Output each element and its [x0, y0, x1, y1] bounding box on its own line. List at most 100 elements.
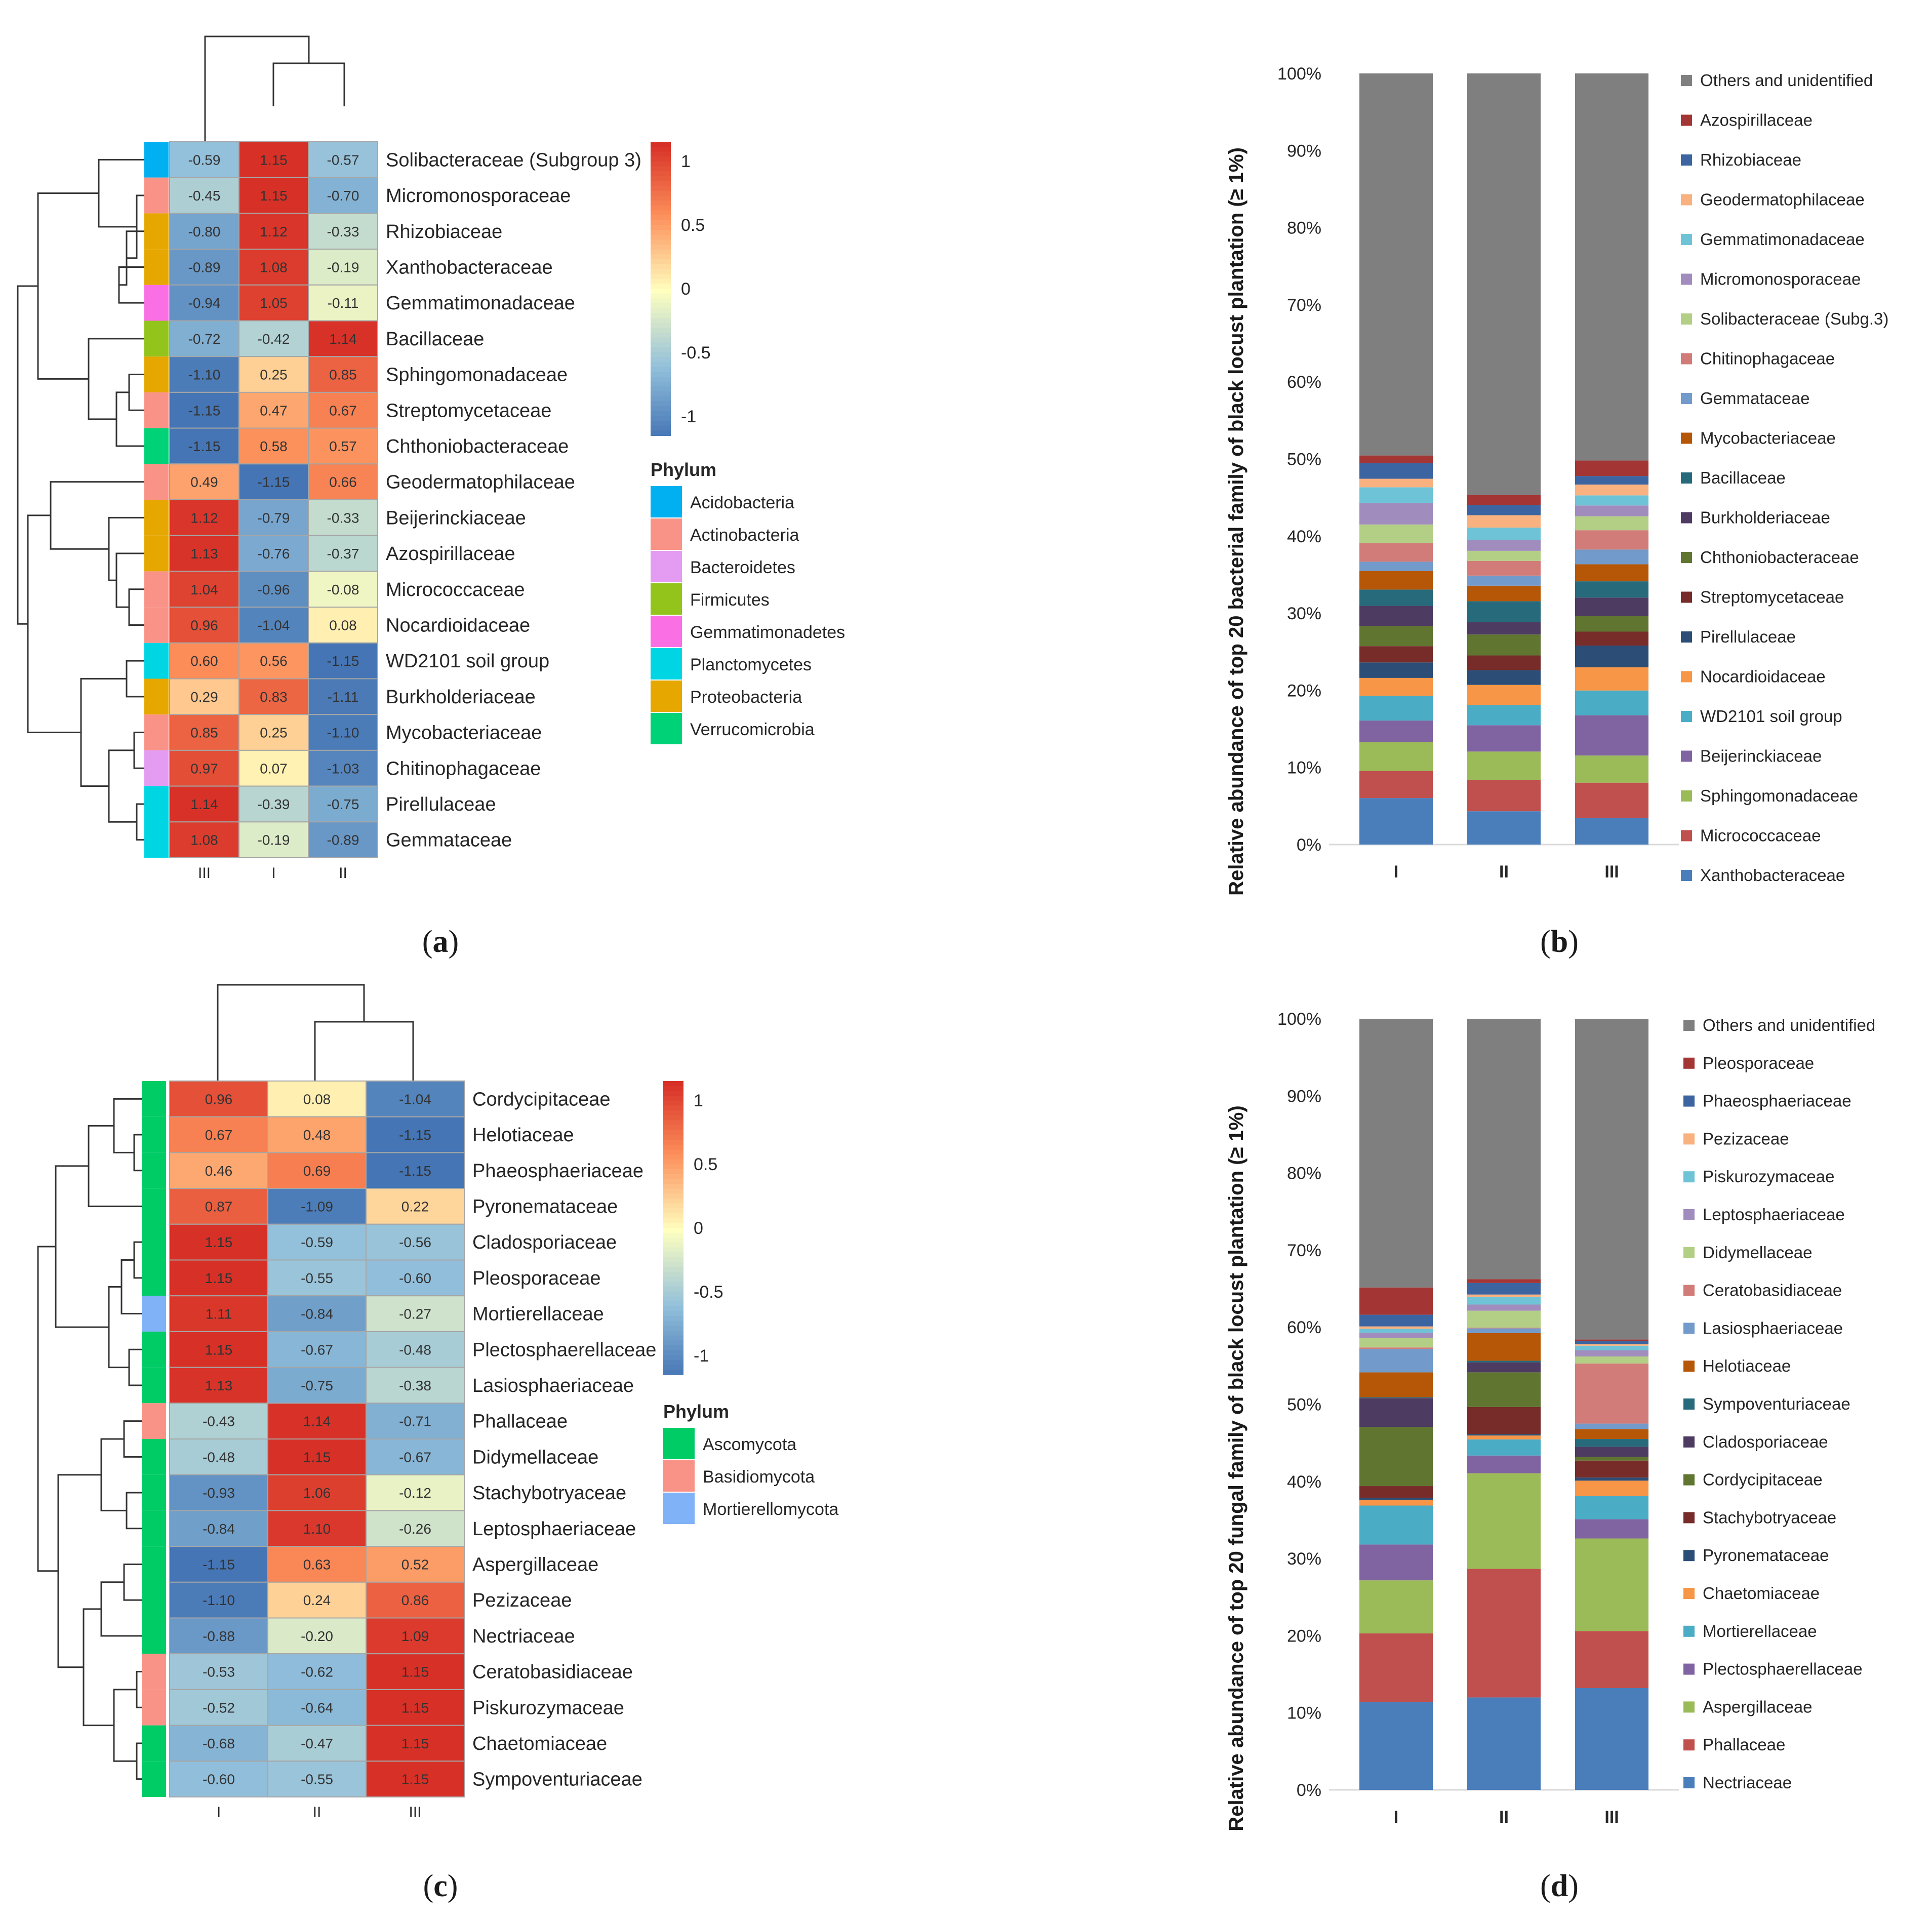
bar-segment-ceratobasidiaceae	[1467, 1328, 1541, 1329]
y-axis-title: Relative abundance of top 20 bacterial f…	[1225, 147, 1247, 896]
row-label-geodermatophilaceae: Geodermatophilaceae	[386, 472, 575, 493]
legend-swatch-sympoventuriaceae	[1683, 1398, 1695, 1410]
heatmap-cell	[366, 1259, 465, 1297]
cell-value: 0.07	[260, 761, 288, 776]
color-scale-step	[663, 1370, 683, 1375]
legend-swatch-micrococcaceae	[1681, 830, 1692, 842]
cell-value: 1.08	[190, 832, 218, 848]
cell-value: -0.67	[399, 1449, 431, 1465]
legend-label-azospirillaceae: Azospirillaceae	[1700, 111, 1813, 130]
dendrogram-branch	[115, 552, 144, 608]
cell-value: 1.08	[260, 259, 288, 275]
legend-swatch-pezizaceae	[1683, 1133, 1695, 1145]
phylum-swatch-firmicutes	[144, 321, 169, 357]
legend-swatch-xanthobacteraceae	[1681, 870, 1692, 881]
cell-value: -0.47	[301, 1736, 333, 1751]
row-label-mortierellaceae: Mortierellaceae	[472, 1304, 604, 1325]
bar-segment-pirellulaceae	[1575, 646, 1648, 667]
row-label-didymellaceae: Didymellaceae	[472, 1447, 598, 1468]
heatmap-cell	[308, 391, 378, 429]
x-axis-labels: I II III	[1394, 1808, 1619, 1827]
phylum-legend: Phylum Acidobacteria Actinobacteria Bactero…	[651, 459, 845, 744]
cell-value: -0.33	[327, 224, 359, 239]
cell-value: -0.48	[399, 1342, 431, 1357]
cell-value: 0.87	[205, 1198, 233, 1214]
cell-value: -0.75	[301, 1378, 333, 1393]
legend-swatch-cladosporiaceae	[1683, 1436, 1695, 1448]
bar-segment-sphingomonadaceae	[1359, 742, 1433, 771]
cell-value: 1.15	[205, 1270, 233, 1286]
color-scale-step	[651, 254, 671, 260]
color-scale-step	[663, 1360, 683, 1366]
color-scale-step	[663, 1326, 683, 1331]
legend-swatch-stachybotryaceae	[1683, 1512, 1695, 1524]
dendrogram-branch	[27, 514, 81, 734]
heatmap-cell	[238, 749, 309, 787]
phylum-swatch-mortierellomycota	[142, 1296, 166, 1332]
stacked-bars	[1359, 73, 1648, 845]
bar-segment-piskurozymaceae	[1359, 1329, 1433, 1333]
row-label-nectriaceae: Nectriaceae	[472, 1626, 575, 1647]
cell-value: 1.15	[401, 1736, 429, 1751]
series-legend: Others and unidentified Pleosporaceae Phae…	[1683, 1016, 1875, 1792]
cell-value: 0.56	[260, 653, 288, 669]
row-label-phaeosphaeriaceae: Phaeosphaeriaceae	[472, 1161, 643, 1182]
row-label-xanthobacteraceae: Xanthobacteraceae	[386, 257, 553, 278]
bar-segment-lasiosphaeriaceae	[1467, 1328, 1541, 1333]
bar-segment-sympoventuriaceae	[1359, 1397, 1433, 1398]
cell-value: -1.15	[188, 403, 221, 418]
legend-label-basidiomycota: Basidiomycota	[703, 1467, 815, 1487]
color-scale-step	[651, 313, 671, 318]
heatmap-cell	[169, 1689, 268, 1726]
heatmap-cell	[267, 1725, 367, 1762]
legend-swatch-burkholderiaceae	[1681, 512, 1692, 524]
bar-segment-streptomycetaceae	[1467, 655, 1541, 670]
phylum-legend: Phylum Ascomycota Basidiomycota Mortierello…	[663, 1401, 838, 1524]
y-tick-label: 100%	[1277, 1010, 1321, 1029]
dendrogram-branch	[100, 1438, 127, 1511]
x-tick-label: III	[1604, 862, 1619, 882]
y-tick-label: 100%	[1277, 64, 1321, 84]
color-scale-step	[663, 1120, 683, 1126]
column-dendrogram	[217, 984, 414, 1081]
color-scale-step	[663, 1306, 683, 1312]
legend-label-xanthobacteraceae: Xanthobacteraceae	[1700, 866, 1845, 885]
legend-swatch-helotiaceae	[1683, 1361, 1695, 1372]
cell-value: 1.06	[303, 1485, 331, 1501]
cell-value: -0.64	[301, 1700, 333, 1715]
y-tick-label: 80%	[1287, 1164, 1321, 1183]
bar-segment-phaeosphaeriaceae	[1575, 1341, 1648, 1344]
caption-c: (c)	[423, 1869, 458, 1903]
heatmap-cell	[308, 607, 378, 644]
cell-value: 0.85	[190, 725, 218, 741]
color-scale-step	[663, 1340, 683, 1346]
caption-d-letter: d	[1551, 1869, 1568, 1903]
color-scale-tick: 0	[681, 279, 691, 299]
bar-segment-pleosporaceae	[1575, 1339, 1648, 1341]
heatmap-cell	[267, 1438, 367, 1475]
phylum-swatch-proteobacteria	[144, 356, 169, 392]
column-label: II	[339, 865, 347, 882]
dendrogram-branch	[136, 1742, 142, 1780]
legend-label-sympoventuriaceae: Sympoventuriaceae	[1703, 1394, 1850, 1413]
cell-value: -0.67	[301, 1342, 333, 1357]
color-scale-step	[651, 166, 671, 172]
heatmap-cell	[267, 1259, 367, 1297]
dendrogram-branch	[133, 732, 144, 769]
heatmap-cell	[366, 1617, 465, 1655]
heatmap-cell	[169, 1259, 268, 1297]
color-scale-step	[651, 357, 671, 363]
heatmap-cell	[366, 1546, 465, 1583]
bar-segment-pleosporaceae	[1359, 1287, 1433, 1315]
cell-value: -1.03	[327, 761, 359, 776]
heatmap-cell	[169, 177, 239, 214]
y-tick-label: 10%	[1287, 758, 1321, 778]
dendrogram-branch	[128, 1348, 142, 1386]
row-label-pirellulaceae: Pirellulaceae	[386, 794, 496, 815]
color-scale-step	[663, 1335, 683, 1341]
heatmap-cell	[308, 571, 378, 608]
phylum-swatch-ascomycota	[142, 1725, 166, 1762]
color-scale-step	[651, 289, 671, 294]
legend-label-mortierellaceae: Mortierellaceae	[1703, 1622, 1817, 1641]
